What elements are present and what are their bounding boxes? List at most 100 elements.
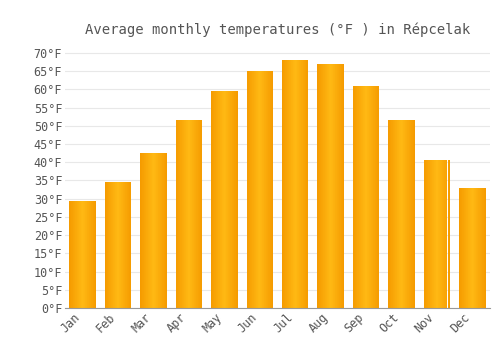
Bar [461,188,462,308]
Bar [248,71,249,308]
Bar [92,201,94,308]
Bar [401,120,402,308]
Bar [195,120,196,308]
Bar [355,86,356,308]
Bar [151,153,152,308]
Bar [187,120,188,308]
Bar [190,120,191,308]
Bar [272,71,273,308]
Bar [393,120,394,308]
Bar [213,91,214,308]
Bar [180,120,181,308]
Bar [356,86,358,308]
Bar [267,71,268,308]
Bar [212,91,213,308]
Bar [303,60,304,308]
Bar [287,60,288,308]
Bar [473,188,474,308]
Bar [460,188,461,308]
Bar [249,71,250,308]
Bar [255,71,256,308]
Bar [196,120,197,308]
Bar [261,71,262,308]
Bar [264,71,265,308]
Bar [263,71,264,308]
Bar [354,86,355,308]
Bar [376,86,378,308]
Bar [130,182,132,308]
Bar [224,91,225,308]
Bar [341,64,342,308]
Bar [445,160,446,308]
Bar [270,71,271,308]
Bar [201,120,202,308]
Bar [432,160,433,308]
Bar [186,120,187,308]
Bar [374,86,376,308]
Bar [232,91,233,308]
Bar [235,91,236,308]
Bar [256,71,257,308]
Bar [222,91,223,308]
Bar [231,91,232,308]
Bar [163,153,164,308]
Bar [161,153,162,308]
Bar [484,188,485,308]
Bar [107,182,108,308]
Bar [343,64,344,308]
Bar [298,60,299,308]
Bar [428,160,429,308]
Bar [227,91,228,308]
Bar [220,91,221,308]
Bar [193,120,194,308]
Bar [288,60,289,308]
Bar [192,120,193,308]
Bar [216,91,217,308]
Bar [144,153,145,308]
Bar [448,160,449,308]
Bar [360,86,362,308]
Bar [290,60,291,308]
Bar [143,153,144,308]
Bar [405,120,406,308]
Bar [159,153,160,308]
Bar [122,182,123,308]
Bar [406,120,407,308]
Bar [464,188,465,308]
Bar [120,182,121,308]
Bar [433,160,434,308]
Bar [407,120,408,308]
Bar [164,153,165,308]
Bar [94,201,96,308]
Bar [410,120,411,308]
Bar [158,153,159,308]
Bar [292,60,293,308]
Bar [392,120,393,308]
Bar [178,120,179,308]
Bar [436,160,437,308]
Bar [221,91,222,308]
Bar [326,64,328,308]
Bar [469,188,470,308]
Bar [427,160,428,308]
Bar [443,160,444,308]
Bar [330,64,332,308]
Title: Average monthly temperatures (°F ) in Répcelak: Average monthly temperatures (°F ) in Ré… [85,22,470,37]
Bar [71,201,72,308]
Bar [260,71,261,308]
Bar [478,188,479,308]
Bar [257,71,258,308]
Bar [481,188,482,308]
Bar [128,182,129,308]
Bar [140,153,141,308]
Bar [425,160,426,308]
Bar [390,120,391,308]
Bar [253,71,254,308]
Bar [293,60,294,308]
Bar [225,91,226,308]
Bar [183,120,184,308]
Bar [320,64,322,308]
Bar [182,120,183,308]
Bar [408,120,409,308]
Bar [468,188,469,308]
